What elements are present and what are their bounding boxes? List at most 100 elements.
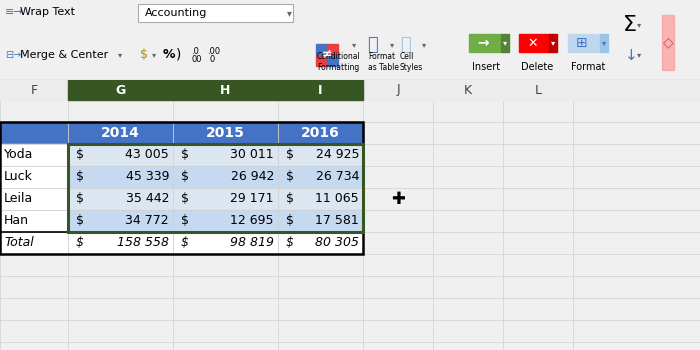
Text: ▾: ▾ <box>352 41 356 49</box>
Text: 12 695: 12 695 <box>230 215 274 228</box>
Text: ▾: ▾ <box>637 21 641 29</box>
Text: Conditional
Formatting: Conditional Formatting <box>317 52 360 72</box>
Bar <box>327 44 338 55</box>
Text: Format
as Table: Format as Table <box>368 52 399 72</box>
Text: Han: Han <box>4 215 29 228</box>
Text: 0: 0 <box>209 55 214 63</box>
Text: Σ: Σ <box>623 15 637 35</box>
Text: 26 942: 26 942 <box>230 170 274 183</box>
Bar <box>568 34 600 52</box>
Text: 29 171: 29 171 <box>230 193 274 205</box>
Text: $: $ <box>76 215 84 228</box>
Text: 43 005: 43 005 <box>125 148 169 161</box>
Bar <box>68 144 363 232</box>
Bar <box>549 34 557 52</box>
Bar <box>316 44 327 55</box>
Text: H: H <box>220 84 231 97</box>
FancyBboxPatch shape <box>138 4 293 22</box>
Text: 80 305: 80 305 <box>315 237 359 250</box>
Text: 26 734: 26 734 <box>316 170 359 183</box>
Bar <box>469 34 501 52</box>
Text: F: F <box>30 84 38 97</box>
Text: 45 339: 45 339 <box>125 170 169 183</box>
Text: Leila: Leila <box>4 193 34 205</box>
Text: 00: 00 <box>191 55 202 63</box>
Text: ▾: ▾ <box>118 50 122 60</box>
Text: $: $ <box>286 148 294 161</box>
Text: 158 558: 158 558 <box>117 237 169 250</box>
Text: ✕: ✕ <box>527 36 538 49</box>
Bar <box>0 210 68 232</box>
Bar <box>0 188 68 210</box>
Text: Luck: Luck <box>4 170 33 183</box>
Text: ⬜: ⬜ <box>400 36 411 54</box>
Bar <box>68 166 363 188</box>
Text: 2015: 2015 <box>206 126 245 140</box>
Text: 98 819: 98 819 <box>230 237 274 250</box>
Text: 11 065: 11 065 <box>316 193 359 205</box>
Text: ▾: ▾ <box>422 41 426 49</box>
Text: ↓: ↓ <box>625 48 638 63</box>
Text: 2014: 2014 <box>101 126 140 140</box>
Text: 30 011: 30 011 <box>230 148 274 161</box>
Text: Insert: Insert <box>472 62 500 72</box>
Text: L: L <box>535 84 542 97</box>
Bar <box>0 122 363 254</box>
Text: 34 772: 34 772 <box>125 215 169 228</box>
Text: J: J <box>396 84 400 97</box>
Bar <box>68 210 363 232</box>
Bar <box>600 34 608 52</box>
Text: ≡→: ≡→ <box>5 7 24 17</box>
Text: $: $ <box>181 170 189 183</box>
Text: $: $ <box>181 148 189 161</box>
Text: ▾: ▾ <box>390 41 394 49</box>
Text: 17 581: 17 581 <box>315 215 359 228</box>
Bar <box>68 80 173 100</box>
Bar <box>68 188 363 210</box>
Text: ▾: ▾ <box>503 38 507 48</box>
Text: Yoda: Yoda <box>4 148 34 161</box>
Bar <box>278 80 363 100</box>
Text: ▾: ▾ <box>287 8 292 18</box>
Text: G: G <box>116 84 125 97</box>
Text: ▾: ▾ <box>551 38 555 48</box>
Text: $: $ <box>76 193 84 205</box>
Text: ⊟→: ⊟→ <box>5 50 21 60</box>
Text: $: $ <box>76 148 84 161</box>
Text: .0: .0 <box>191 47 199 56</box>
Text: ▾: ▾ <box>602 38 606 48</box>
Text: $: $ <box>181 215 189 228</box>
Text: $: $ <box>76 237 84 250</box>
Bar <box>0 144 68 166</box>
Text: $: $ <box>181 237 189 250</box>
Text: ≠: ≠ <box>322 49 332 62</box>
Bar <box>0 232 363 254</box>
Bar <box>0 122 363 144</box>
Text: $: $ <box>76 170 84 183</box>
Text: ▾: ▾ <box>152 50 156 60</box>
Bar <box>173 80 278 100</box>
Text: ): ) <box>176 48 181 62</box>
Text: 35 442: 35 442 <box>125 193 169 205</box>
Bar <box>0 166 68 188</box>
Text: I: I <box>318 84 323 97</box>
Text: $: $ <box>181 193 189 205</box>
Text: .00: .00 <box>207 47 220 56</box>
Bar <box>0 80 700 100</box>
Text: Merge & Center: Merge & Center <box>20 50 108 60</box>
Text: Total: Total <box>4 237 34 250</box>
Text: $: $ <box>140 49 148 62</box>
Bar <box>519 34 549 52</box>
Bar <box>316 55 327 66</box>
Bar <box>662 15 674 70</box>
Bar <box>327 55 338 66</box>
Text: Format: Format <box>571 62 606 72</box>
Text: $: $ <box>286 193 294 205</box>
Text: $: $ <box>286 170 294 183</box>
Text: $: $ <box>286 215 294 228</box>
Text: ◇: ◇ <box>663 35 673 49</box>
Text: ✚: ✚ <box>391 190 405 208</box>
Text: Delete: Delete <box>521 62 553 72</box>
Text: 24 925: 24 925 <box>316 148 359 161</box>
Text: →: → <box>477 36 489 50</box>
